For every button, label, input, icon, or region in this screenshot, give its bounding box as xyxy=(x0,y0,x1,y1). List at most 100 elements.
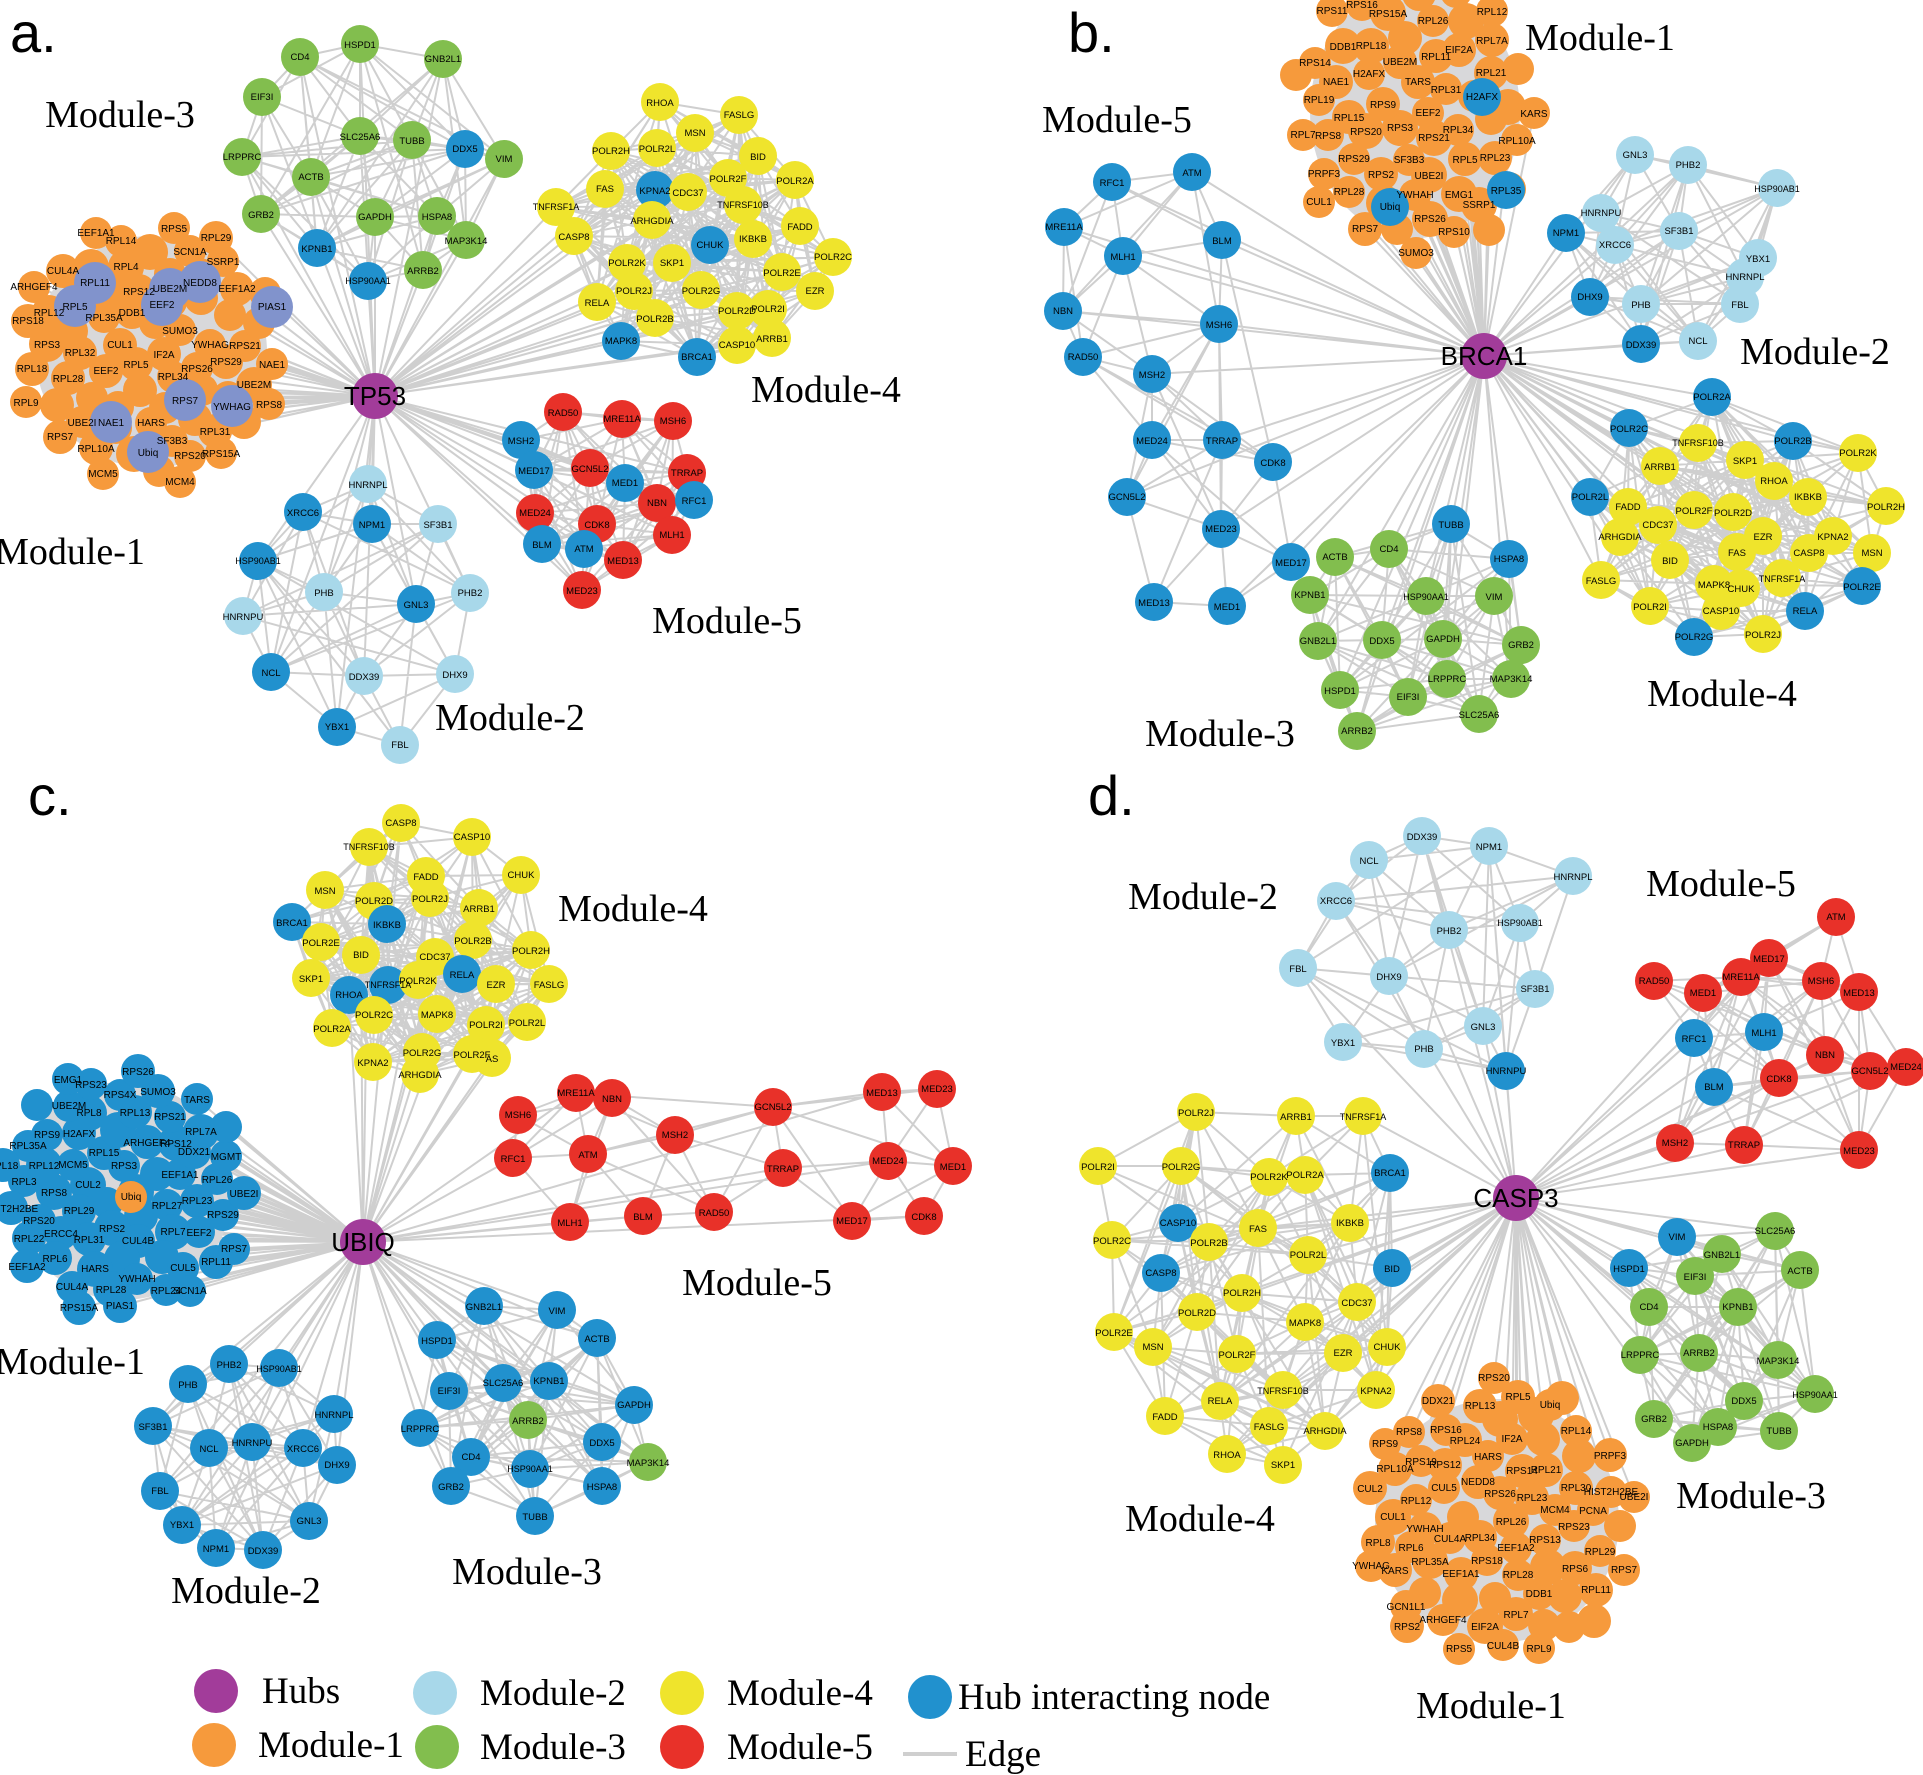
svg-text:HSP90AB1: HSP90AB1 xyxy=(1497,918,1543,928)
svg-text:RPS19: RPS19 xyxy=(1405,1457,1437,1468)
svg-text:HNRNPU: HNRNPU xyxy=(232,1438,273,1449)
svg-text:POLR2C: POLR2C xyxy=(1093,1236,1131,1247)
svg-text:HARS: HARS xyxy=(137,418,165,429)
svg-text:TP53: TP53 xyxy=(344,381,406,411)
svg-text:HNRNPL: HNRNPL xyxy=(1553,872,1592,883)
svg-text:RPL11: RPL11 xyxy=(1421,52,1451,63)
svg-text:BID: BID xyxy=(750,152,766,163)
svg-text:PHB2: PHB2 xyxy=(458,588,483,599)
svg-text:Ubiq: Ubiq xyxy=(1540,1400,1561,1411)
svg-text:EEF1A1: EEF1A1 xyxy=(1442,1569,1480,1580)
svg-text:UBE2I: UBE2I xyxy=(68,418,97,429)
svg-text:RPL28: RPL28 xyxy=(1334,187,1365,198)
svg-text:POLR2F: POLR2F xyxy=(1676,506,1713,517)
svg-text:POLR2E: POLR2E xyxy=(763,268,801,279)
svg-text:Module-2: Module-2 xyxy=(171,1570,321,1612)
svg-text:POLR2K: POLR2K xyxy=(399,976,437,987)
svg-text:RPS20: RPS20 xyxy=(1478,1373,1510,1384)
svg-text:SLC25A6: SLC25A6 xyxy=(1755,1226,1796,1237)
svg-text:RPS15A: RPS15A xyxy=(202,449,241,460)
svg-text:RPL19: RPL19 xyxy=(1304,95,1335,106)
svg-text:MAP3K14: MAP3K14 xyxy=(1757,1356,1800,1367)
svg-text:PHB2: PHB2 xyxy=(1437,926,1462,937)
svg-text:CDC37: CDC37 xyxy=(672,188,703,199)
svg-text:POLR2A: POLR2A xyxy=(313,1024,351,1035)
svg-text:HNRNPU: HNRNPU xyxy=(223,612,264,623)
svg-text:GRB2: GRB2 xyxy=(1508,640,1534,651)
svg-text:MAP3K14: MAP3K14 xyxy=(1490,674,1533,685)
svg-text:PIAS1: PIAS1 xyxy=(258,302,287,313)
svg-text:HSP90AB1: HSP90AB1 xyxy=(256,1364,302,1374)
svg-text:RPS23: RPS23 xyxy=(75,1080,107,1091)
svg-text:RPS12: RPS12 xyxy=(123,287,155,298)
svg-text:RPL24: RPL24 xyxy=(1450,1436,1481,1447)
svg-text:RPL7: RPL7 xyxy=(1290,130,1315,141)
svg-text:HSPD1: HSPD1 xyxy=(1613,1264,1645,1275)
svg-text:Module-3: Module-3 xyxy=(452,1551,602,1593)
svg-text:MED13: MED13 xyxy=(1843,988,1875,999)
svg-text:PRPF3: PRPF3 xyxy=(1308,169,1341,180)
svg-text:RPL8: RPL8 xyxy=(76,1108,101,1119)
svg-text:ATM: ATM xyxy=(1826,912,1845,923)
svg-text:POLR2K: POLR2K xyxy=(1250,1172,1288,1183)
svg-text:Module-3: Module-3 xyxy=(45,94,195,136)
svg-text:YWHAG: YWHAG xyxy=(191,340,229,351)
svg-text:ATM: ATM xyxy=(574,544,593,555)
svg-text:Module-4: Module-4 xyxy=(558,888,708,930)
svg-text:Module-1: Module-1 xyxy=(0,531,145,573)
svg-text:FADD: FADD xyxy=(413,872,438,883)
svg-text:SF3B1: SF3B1 xyxy=(423,520,452,531)
svg-text:GAPDH: GAPDH xyxy=(358,212,392,223)
svg-text:HSP90AB1: HSP90AB1 xyxy=(235,556,281,566)
svg-text:RFC1: RFC1 xyxy=(682,496,707,507)
svg-text:RPS26: RPS26 xyxy=(1414,214,1446,225)
svg-text:RPL34: RPL34 xyxy=(1443,125,1474,136)
svg-text:MED24: MED24 xyxy=(1136,436,1168,447)
svg-text:RPL14: RPL14 xyxy=(106,236,137,247)
svg-text:CHUK: CHUK xyxy=(508,870,536,881)
svg-text:GCN5L2: GCN5L2 xyxy=(1852,1066,1889,1077)
svg-text:RPL10A: RPL10A xyxy=(1376,1464,1414,1475)
svg-text:RPL11: RPL11 xyxy=(80,278,110,289)
svg-text:RPS9: RPS9 xyxy=(34,1130,61,1141)
svg-text:TNFRSF10B: TNFRSF10B xyxy=(717,200,769,210)
svg-text:MED23: MED23 xyxy=(1843,1146,1875,1157)
svg-text:RPL35A: RPL35A xyxy=(85,313,123,324)
svg-text:RPS29: RPS29 xyxy=(210,357,242,368)
svg-text:Module-5: Module-5 xyxy=(727,1727,873,1768)
svg-text:RPL28: RPL28 xyxy=(53,374,84,385)
svg-text:MED24: MED24 xyxy=(519,508,551,519)
svg-text:ARRB2: ARRB2 xyxy=(1683,1348,1715,1359)
svg-text:RPS20: RPS20 xyxy=(174,451,206,462)
svg-text:SCN1A: SCN1A xyxy=(173,247,207,258)
svg-text:EEF1A1: EEF1A1 xyxy=(77,228,115,239)
svg-text:FBL: FBL xyxy=(1731,300,1748,311)
svg-text:FASLG: FASLG xyxy=(1254,1422,1285,1433)
svg-text:VIM: VIM xyxy=(496,154,513,165)
svg-text:MCM5: MCM5 xyxy=(58,1160,88,1171)
svg-text:SUMO3: SUMO3 xyxy=(140,1087,176,1098)
svg-text:RPL4: RPL4 xyxy=(113,262,138,273)
svg-text:CHUK: CHUK xyxy=(1728,584,1756,595)
svg-text:RPS3: RPS3 xyxy=(34,340,61,351)
svg-text:KARS: KARS xyxy=(1520,109,1548,120)
svg-text:RPS4X: RPS4X xyxy=(104,1090,137,1101)
svg-text:Hub interacting node: Hub interacting node xyxy=(958,1677,1270,1718)
svg-text:MSN: MSN xyxy=(314,886,335,897)
svg-text:HSPD1: HSPD1 xyxy=(421,1336,453,1347)
svg-text:RPL26: RPL26 xyxy=(1418,16,1449,27)
svg-text:TNFRSF1A: TNFRSF1A xyxy=(1340,1112,1387,1122)
svg-text:EZR: EZR xyxy=(1334,1348,1353,1359)
svg-text:NBN: NBN xyxy=(647,498,667,509)
svg-text:DDX5: DDX5 xyxy=(589,1438,614,1449)
svg-text:MSH6: MSH6 xyxy=(1206,320,1232,331)
svg-text:FBL: FBL xyxy=(151,1486,168,1497)
svg-text:POLR2L: POLR2L xyxy=(639,144,675,155)
svg-text:RPL31: RPL31 xyxy=(1431,85,1462,96)
svg-text:YBX1: YBX1 xyxy=(170,1520,194,1531)
svg-text:RPS23: RPS23 xyxy=(1558,1522,1590,1533)
svg-text:NEDD8: NEDD8 xyxy=(1461,1477,1495,1488)
svg-text:DDB1: DDB1 xyxy=(1526,1589,1553,1600)
svg-text:BRCA1: BRCA1 xyxy=(681,352,713,363)
svg-text:CUL1: CUL1 xyxy=(1380,1512,1406,1523)
